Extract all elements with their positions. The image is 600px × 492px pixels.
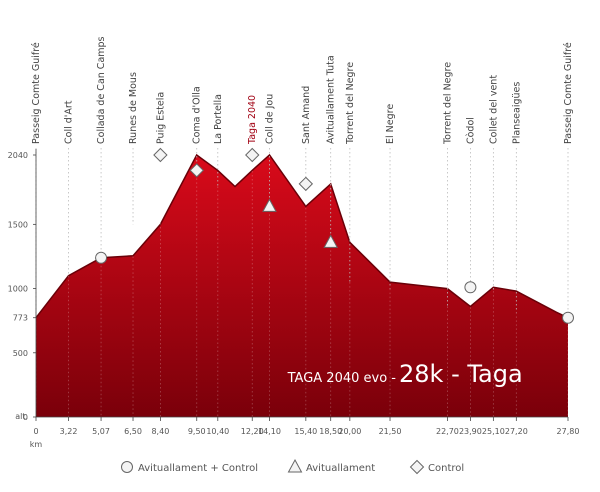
x-tick-label: 5,07 [92, 427, 110, 436]
marker-diamond [189, 163, 204, 178]
waypoint-label: Collet del vent [488, 75, 499, 144]
profile-area [36, 155, 568, 417]
x-tick-label: 10,40 [206, 427, 229, 436]
waypoint-label: Taga 2040 [247, 95, 258, 145]
legend-label: Avituallament [306, 463, 375, 474]
x-tick-label: 18,50 [319, 427, 342, 436]
waypoint-label: Torrent del Negre [442, 62, 453, 145]
waypoint-label: Collada de Can Camps [96, 36, 107, 144]
waypoint-label: Coma d'Olla [192, 86, 203, 144]
legend: Avituallament + Control Avituallament Cont… [121, 458, 464, 475]
waypoint-markers [95, 147, 574, 324]
y-tick-label: 773 [13, 314, 28, 323]
chart-title: TAGA 2040 evo - 28k - Taga [287, 360, 523, 388]
x-tick-label: 27,80 [557, 427, 580, 436]
waypoint-label: La Portella [213, 94, 224, 144]
x-tick-label: 23,90 [459, 427, 482, 436]
waypoint-label: Avituallament Tuta [326, 55, 337, 144]
x-axis-unit: km [30, 440, 43, 449]
marker-circle [562, 311, 574, 324]
y-tick-label: 1500 [8, 220, 28, 229]
y-tick-label: 500 [13, 349, 28, 358]
waypoint-label: Coll de Jou [264, 94, 275, 144]
x-tick-label: 20,00 [338, 427, 361, 436]
legend-marker-circle [121, 461, 133, 473]
legend-label: Control [428, 463, 464, 474]
marker-triangle [323, 234, 339, 248]
legend-marker-diamond [409, 459, 425, 475]
y-tick-label: 2040 [8, 151, 28, 160]
waypoint-label: El Negre [385, 104, 396, 144]
title-prefix: TAGA 2040 evo - [287, 371, 397, 386]
waypoint-label: Runes de Mous [128, 72, 139, 144]
y-tick-label: 1000 [8, 285, 28, 294]
marker-diamond [298, 176, 314, 192]
profile-outline [35, 153, 569, 319]
marker-circle [464, 281, 477, 294]
waypoint-label: Còdol [465, 117, 476, 144]
waypoint-label: Planseaigües [511, 82, 522, 144]
profile-area-layer [35, 153, 569, 417]
x-tick-label: 8,40 [151, 427, 169, 436]
x-tick-label: 3,22 [60, 427, 78, 436]
legend-marker-triangle [287, 458, 303, 473]
x-tick-label: 22,70 [436, 427, 459, 436]
waypoint-label: Torrent del Negre [345, 62, 356, 145]
marker-circle [95, 251, 108, 264]
x-tick-label: 12,20 [241, 427, 264, 436]
x-tick-label: 6,50 [124, 427, 142, 436]
marker-diamond [153, 147, 168, 163]
x-tick-label: 0 [33, 427, 38, 436]
waypoint-label: Puig Estela [155, 92, 166, 144]
marker-diamond [245, 147, 260, 163]
marker-triangle [262, 198, 277, 212]
waypoint-label: Coll d'Art [64, 100, 75, 144]
title-main: 28k - Taga [399, 360, 523, 388]
x-tick-label: 21,50 [379, 427, 402, 436]
legend-label: Avituallament + Control [138, 463, 258, 474]
waypoint-label: Passeig Comte Guifré [563, 42, 574, 144]
x-tick-label: 25,10 [482, 427, 505, 436]
x-tick-label: 14,10 [258, 427, 281, 436]
waypoint-labels: Passeig Comte Guifré Coll d'Art Collada de… [31, 36, 574, 145]
waypoint-label: Sant Amand [301, 86, 312, 144]
x-tick-label: 27,20 [505, 427, 528, 436]
y-axis-label: alt. [15, 412, 28, 421]
waypoint-label: Passeig Comte Guifré [31, 42, 42, 144]
x-tick-label: 9,50 [188, 427, 206, 436]
waypoint-guides [35, 148, 569, 417]
y-tick-label: 0 [23, 413, 28, 422]
x-tick-label: 15,40 [294, 427, 317, 436]
